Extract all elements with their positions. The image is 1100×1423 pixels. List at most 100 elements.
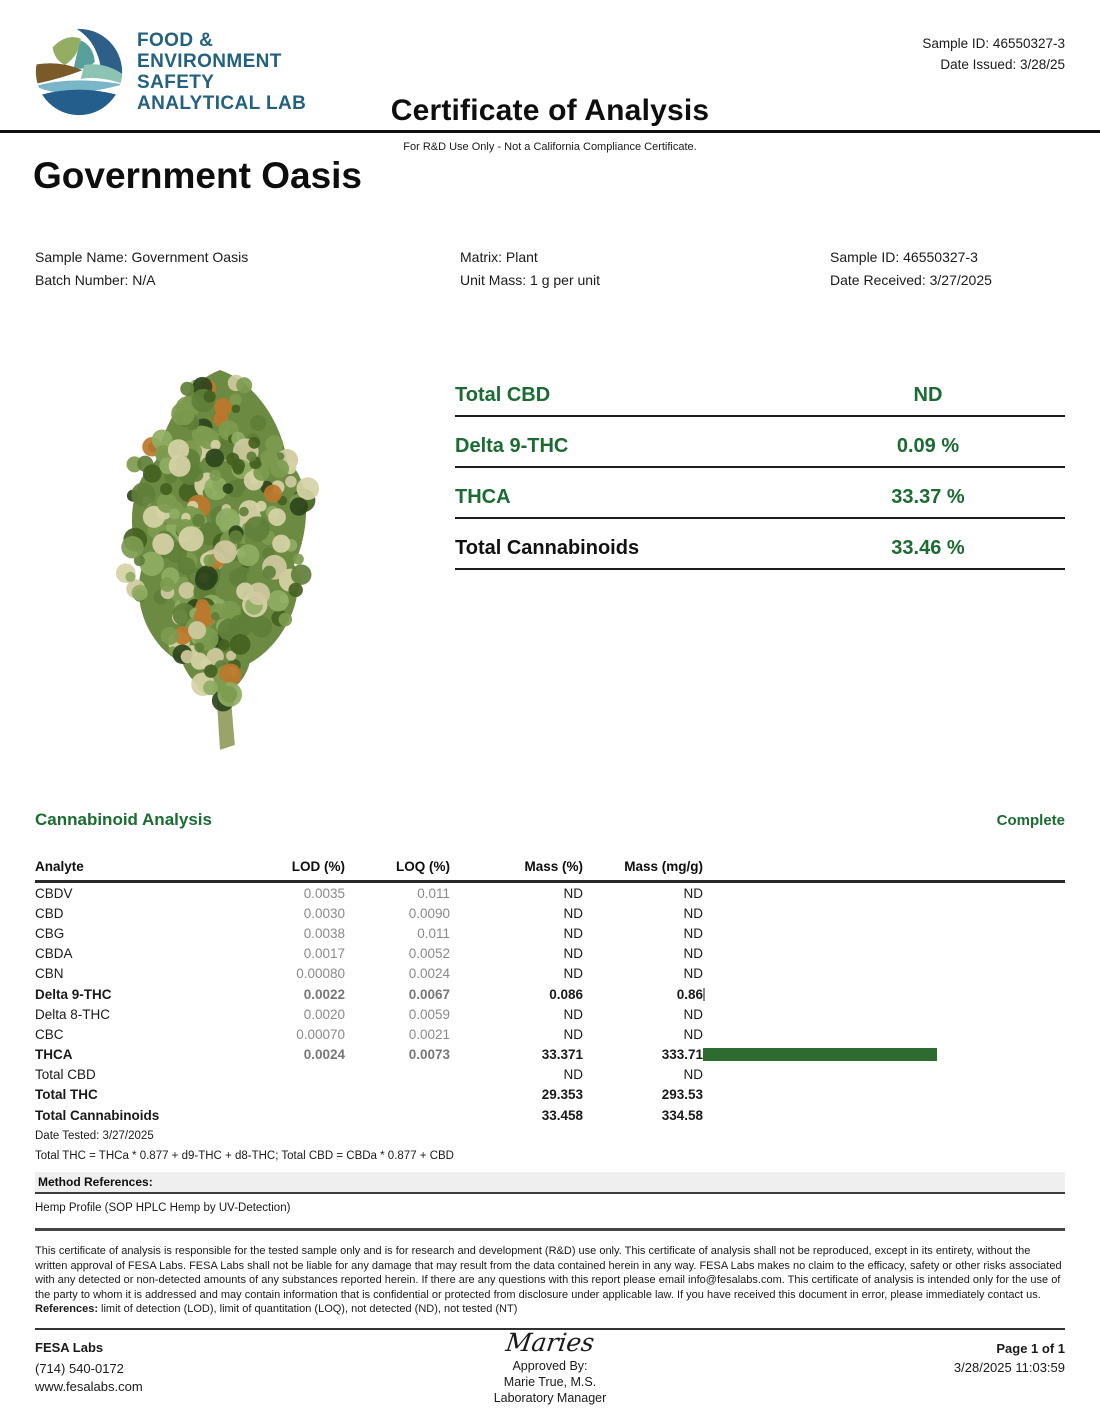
batch-number: Batch Number: N/A	[35, 272, 156, 288]
section-title: Cannabinoid Analysis	[35, 810, 212, 829]
footer-approval: Maries Approved By: Marie True, M.S. Lab…	[0, 1328, 1100, 1406]
analysis-table-body: CBDV 0.0035 0.011 ND ND CBD 0.0030 0.0090 ND ND CB…	[35, 882, 1065, 1126]
analyte-cell: Delta 9-THC	[35, 986, 112, 1002]
summary-row: THCA 33.37 %	[455, 468, 1065, 519]
summary-label: THCA	[455, 486, 511, 508]
mass-mgg-cell: 293.53	[661, 1087, 703, 1103]
approver-name: Marie True, M.S.	[503, 1375, 597, 1389]
sample-photo	[72, 352, 368, 767]
analyte-cell: Delta 8-THC	[35, 1006, 111, 1022]
mass-bar-cell	[703, 1024, 1065, 1044]
col-mass-pct: Mass (%)	[450, 856, 583, 883]
analysis-row: CBDA 0.0017 0.0052 ND ND	[35, 944, 1065, 964]
mass-pct-cell: ND	[563, 1006, 584, 1022]
footer-lab-contact: FESA Labs (714) 540-0172 www.fesalabs.co…	[35, 1339, 143, 1396]
loq-cell: 0.0073	[408, 1047, 450, 1063]
analyte-cell: CBDV	[35, 885, 73, 901]
mass-bar-cell	[703, 923, 1065, 943]
mass-pct-cell: 0.086	[549, 986, 583, 1002]
references-text: limit of detection (LOD), limit of quant…	[97, 1303, 518, 1315]
loq-cell: 0.0090	[408, 905, 450, 921]
analysis-row: Total THC 29.353 293.53	[35, 1085, 1065, 1105]
loq-cell: 0.011	[417, 885, 450, 901]
lod-cell: 0.0022	[303, 986, 345, 1002]
col-mass-mgg: Mass (mg/g)	[583, 856, 703, 883]
date-received: Date Received: 3/27/2025	[830, 272, 992, 288]
loq-cell: 0.011	[417, 925, 450, 941]
total-formula: Total THC = THCa * 0.877 + d9-THC + d8-T…	[35, 1150, 454, 1162]
certificate-title: Certificate of Analysis	[390, 94, 710, 127]
analyte-cell: Total THC	[35, 1087, 98, 1103]
loq-cell: 0.0021	[408, 1026, 450, 1042]
lab-logo-icon	[35, 28, 123, 116]
col-lod: LOD (%)	[275, 856, 345, 883]
mass-pct-cell: 29.353	[541, 1087, 583, 1103]
mass-mgg-cell: ND	[683, 1067, 704, 1083]
lod-cell: 0.0017	[303, 946, 345, 962]
analyte-cell: Total Cannabinoids	[35, 1107, 160, 1123]
mass-pct-cell: 33.458	[541, 1107, 583, 1123]
lab-logo: FOOD & ENVIRONMENT SAFETY ANALYTICAL LAB	[35, 28, 306, 116]
approver-signature: Maries	[503, 1328, 597, 1357]
mass-pct-cell: ND	[563, 1067, 584, 1083]
header-sample-meta: Sample ID: 46550327-3 Date Issued: 3/28/…	[922, 33, 1065, 75]
analysis-header-row: Analyte LOD (%) LOQ (%) Mass (%) Mass (m…	[35, 856, 1065, 883]
mass-bar-cell	[703, 1065, 1065, 1085]
mass-bar-cell	[703, 1105, 1065, 1125]
summary-value: ND	[913, 384, 943, 406]
mass-bar-cell	[703, 944, 1065, 964]
analysis-row: CBN 0.00080 0.0024 ND ND	[35, 964, 1065, 984]
mass-mgg-cell: ND	[683, 885, 704, 901]
lod-cell: 0.0035	[303, 885, 345, 901]
disclaimer-text: This certificate of analysis is responsi…	[35, 1245, 1062, 1301]
mass-pct-cell: ND	[563, 885, 584, 901]
mass-bar-cell	[703, 1085, 1065, 1105]
page-number: Page 1 of 1	[996, 1341, 1065, 1356]
references-label: References:	[35, 1303, 98, 1315]
analyte-cell: CBN	[35, 966, 64, 982]
lod-cell: 0.0020	[303, 1006, 345, 1022]
summary-label: Total CBD	[455, 384, 551, 406]
footer-rule	[35, 1328, 1065, 1330]
lod-cell	[275, 1105, 345, 1125]
summary-label: Delta 9-THC	[455, 435, 569, 457]
lod-cell	[275, 1065, 345, 1085]
mass-bar-cell	[703, 882, 1065, 904]
footer-website[interactable]: www.fesalabs.com	[35, 1379, 143, 1394]
mass-mgg-cell: 0.86	[676, 986, 703, 1002]
analyte-cell: CBDA	[35, 946, 73, 962]
analysis-row: CBDV 0.0035 0.011 ND ND	[35, 882, 1065, 904]
references-line: References: limit of detection (LOD), li…	[35, 1303, 1065, 1315]
cannabis-bud-image	[115, 370, 320, 750]
col-bar	[703, 856, 1065, 883]
method-references-header: Method References:	[35, 1172, 1065, 1194]
cannabinoid-analysis-section: Cannabinoid Analysis Complete Analyte LO…	[35, 810, 1065, 1125]
mass-mgg-cell: ND	[683, 1006, 704, 1022]
analyte-cell: CBC	[35, 1026, 64, 1042]
mass-mgg-cell: 334.58	[661, 1107, 703, 1123]
col-analyte: Analyte	[35, 856, 275, 883]
lab-name: FOOD & ENVIRONMENT SAFETY ANALYTICAL LAB	[137, 30, 306, 114]
analysis-row: CBG 0.0038 0.011 ND ND	[35, 923, 1065, 943]
mass-mgg-cell: 333.71	[661, 1047, 703, 1063]
date-tested: Date Tested: 3/27/2025	[35, 1130, 154, 1142]
mass-bar-cell	[703, 964, 1065, 984]
certificate-subtitle: For R&D Use Only - Not a California Comp…	[403, 141, 697, 153]
mass-pct-cell: ND	[563, 905, 584, 921]
summary-row: Delta 9-THC 0.09 %	[455, 417, 1065, 468]
matrix: Matrix: Plant	[460, 249, 538, 265]
analyte-cell: CBD	[35, 905, 64, 921]
mass-mgg-cell: ND	[683, 966, 704, 982]
mass-bar-cell	[703, 984, 1065, 1004]
approver-title: Laboratory Manager	[493, 1391, 607, 1405]
summary-row: Total CBD ND	[455, 366, 1065, 417]
mass-pct-cell: 33.371	[541, 1047, 583, 1063]
mass-bar	[703, 987, 705, 1001]
mass-bar-cell	[703, 903, 1065, 923]
lod-cell: 0.0030	[303, 905, 345, 921]
analysis-table: Analyte LOD (%) LOQ (%) Mass (%) Mass (m…	[35, 856, 1065, 1125]
analysis-row: Delta 8-THC 0.0020 0.0059 ND ND	[35, 1004, 1065, 1024]
mass-mgg-cell: ND	[683, 905, 704, 921]
summary-results: Total CBD ND Delta 9-THC 0.09 % THCA 33.…	[455, 366, 1065, 570]
